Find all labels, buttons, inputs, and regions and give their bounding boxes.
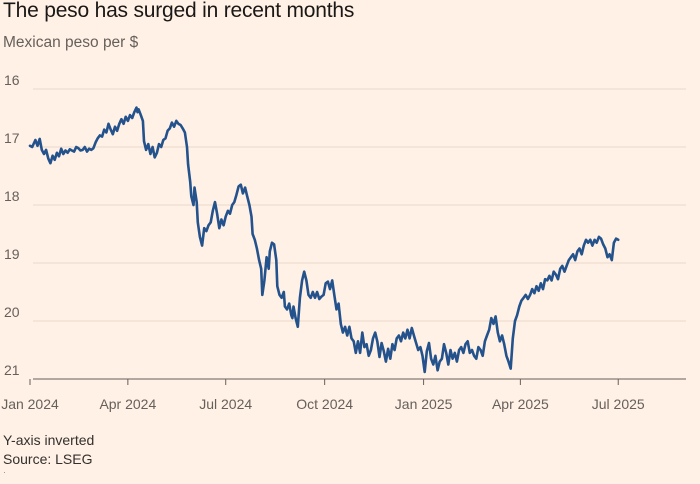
x-axis: Jan 2024 Apr 2024 Jul 2024 Oct 2024 Jan 2025… <box>1 379 645 412</box>
axis-note: Y-axis inverted <box>3 432 95 448</box>
x-tick-label: Oct 2024 <box>296 396 353 412</box>
y-tick-label: 17 <box>4 130 20 146</box>
y-tick-label: 20 <box>4 304 20 320</box>
y-tick-label: 18 <box>4 188 20 204</box>
gridlines <box>33 88 686 380</box>
decorative-dot <box>4 472 5 473</box>
x-tick-label: Apr 2025 <box>492 396 549 412</box>
y-tick-label: 21 <box>4 362 20 378</box>
chart-title: The peso has surged in recent months <box>3 0 355 22</box>
x-tick-label: Jan 2025 <box>395 396 453 412</box>
y-tick-label: 19 <box>4 246 20 262</box>
source-note: Source: LSEG <box>3 451 93 467</box>
x-tick-label: Jan 2024 <box>1 396 59 412</box>
y-tick-label: 16 <box>4 72 20 88</box>
x-tick-label: Apr 2024 <box>99 396 156 412</box>
series-group <box>28 106 620 374</box>
series-line-peso <box>28 106 620 374</box>
y-axis: 16 17 18 19 20 21 <box>4 72 20 378</box>
x-tick-label: Jul 2025 <box>592 396 645 412</box>
chart-subtitle: Mexican peso per $ <box>3 34 139 51</box>
x-tick-label: Jul 2024 <box>199 396 252 412</box>
